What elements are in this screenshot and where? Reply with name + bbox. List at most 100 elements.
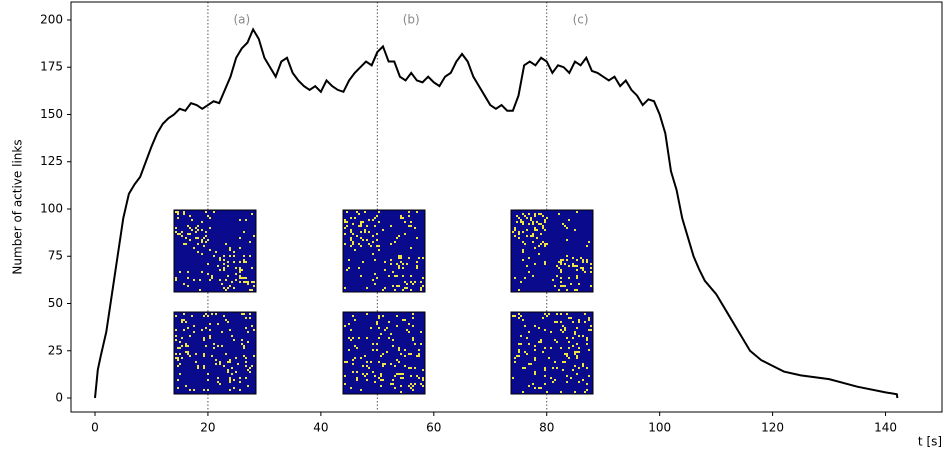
inset-pixel <box>378 315 380 317</box>
inset-pixel <box>410 367 412 369</box>
inset-pixel <box>564 285 566 287</box>
inset-pixel <box>528 213 530 215</box>
inset-pixel <box>368 243 370 245</box>
inset-pixel <box>514 277 516 279</box>
inset-pixel <box>414 227 416 229</box>
inset-pixel <box>400 215 402 217</box>
inset-pixel <box>552 381 554 383</box>
inset-pixel <box>219 257 221 259</box>
inset-pixel <box>247 281 249 283</box>
inset-pixel <box>556 367 558 369</box>
inset-pixel <box>219 383 221 385</box>
inset-pixel <box>344 383 346 385</box>
y-tick-label: 75 <box>48 249 63 263</box>
inset-pixel <box>542 215 544 217</box>
inset-pixel <box>390 225 392 227</box>
inset-pixel <box>578 335 580 337</box>
inset-pixel <box>540 213 542 215</box>
inset-pixel <box>229 381 231 383</box>
inset-pixel <box>239 275 241 277</box>
inset-pixel <box>382 379 384 381</box>
inset-pixel <box>203 367 205 369</box>
inset-pixel <box>356 211 358 213</box>
inset-pixel <box>412 389 414 391</box>
inset-pixel <box>185 321 187 323</box>
inset-pixel <box>376 215 378 217</box>
inset-pixel <box>209 323 211 325</box>
inset-pixel <box>546 243 548 245</box>
inset-pixel <box>209 249 211 251</box>
inset-pixel <box>410 281 412 283</box>
inset-pixel <box>245 219 247 221</box>
inset-pixel <box>410 221 412 223</box>
inset-pixel <box>378 221 380 223</box>
inset-pixel <box>398 285 400 287</box>
inset-pixel <box>590 329 592 331</box>
inset-pixel <box>570 317 572 319</box>
inset-pixel <box>400 353 402 355</box>
inset-pixel <box>199 279 201 281</box>
inset-pixel <box>550 347 552 349</box>
inset-pixel <box>398 349 400 351</box>
inset-pixel <box>362 261 364 263</box>
inset-pixel <box>348 267 350 269</box>
inset-pixel <box>516 355 518 357</box>
inset-pixel <box>564 361 566 363</box>
inset-pixel <box>586 337 588 339</box>
inset-pixel <box>528 363 530 365</box>
inset-pixel <box>201 253 203 255</box>
inset-pixel <box>227 321 229 323</box>
inset-pixel <box>358 213 360 215</box>
inset-pixel <box>346 269 348 271</box>
inset-pixel <box>366 313 368 315</box>
inset-pixel <box>544 383 546 385</box>
inset-pixel <box>227 265 229 267</box>
inset-pixel <box>239 377 241 379</box>
inset-pixel <box>241 269 243 271</box>
inset-pixel <box>366 287 368 289</box>
inset-pixel <box>229 247 231 249</box>
inset-pixel <box>189 355 191 357</box>
inset-pixel <box>588 329 590 331</box>
inset-pixel <box>540 243 542 245</box>
inset-pixel <box>542 351 544 353</box>
inset-pixel <box>219 279 221 281</box>
inset-pixel <box>201 329 203 331</box>
inset-pixel <box>354 319 356 321</box>
inset-pixel <box>249 317 251 319</box>
inset-pixel <box>231 373 233 375</box>
inset-pixel <box>528 271 530 273</box>
inset-pixel <box>578 283 580 285</box>
inset-pixel <box>197 237 199 239</box>
inset-pixel <box>520 343 522 345</box>
inset-pixel <box>422 379 424 381</box>
inset-pixel <box>225 289 227 291</box>
inset-pixel <box>416 265 418 267</box>
inset-pixel <box>187 233 189 235</box>
inset-pixel <box>354 357 356 359</box>
inset-pixel <box>378 377 380 379</box>
inset-pixel <box>201 241 203 243</box>
inset-pixel <box>390 243 392 245</box>
inset-pixel <box>209 217 211 219</box>
inset-pixel <box>566 353 568 355</box>
inset-pixel <box>394 275 396 277</box>
inset-pixel <box>518 313 520 315</box>
inset-pixel <box>197 229 199 231</box>
inset-pixel <box>366 361 368 363</box>
inset-pixel <box>532 241 534 243</box>
inset-pixel <box>354 217 356 219</box>
inset-pixel <box>374 225 376 227</box>
inset-pixel <box>572 369 574 371</box>
inset-pixel <box>229 377 231 379</box>
inset-pixel <box>420 343 422 345</box>
inset-pixel <box>420 287 422 289</box>
inset-pixel <box>197 243 199 245</box>
inset-pixel <box>215 251 217 253</box>
inset-pixel <box>588 375 590 377</box>
inset-pixel <box>346 361 348 363</box>
inset-pixel <box>580 267 582 269</box>
inset-pixel <box>209 279 211 281</box>
inset-pixel <box>530 235 532 237</box>
inset-pixel <box>396 263 398 265</box>
